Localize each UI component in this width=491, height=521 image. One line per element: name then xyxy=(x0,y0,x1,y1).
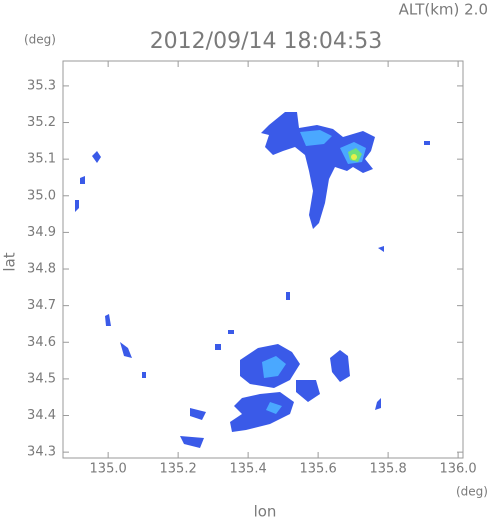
y-tick-label: 34.3 xyxy=(27,445,56,460)
y-tick-label: 35.1 xyxy=(27,152,56,167)
x-unit: (deg) xyxy=(456,485,488,499)
y-tick-label: 34.4 xyxy=(27,408,56,423)
y-tick-label: 34.6 xyxy=(27,335,56,350)
y-tick-label: 34.5 xyxy=(27,371,56,386)
x-tick-label: 135.4 xyxy=(230,462,267,477)
y-tick-label: 34.7 xyxy=(27,298,56,313)
chart-title: 2012/09/14 18:04:53 xyxy=(150,29,383,54)
y-tick-label: 35.3 xyxy=(27,78,56,93)
x-axis-label: lon xyxy=(254,503,277,521)
y-tick-label: 35.2 xyxy=(27,115,56,130)
y-axis-label: lat xyxy=(1,252,19,271)
x-tick-label: 135.8 xyxy=(370,462,407,477)
x-tick-label: 135.6 xyxy=(300,462,337,477)
y-tick-label: 34.8 xyxy=(27,262,56,277)
x-tick-label: 135.0 xyxy=(90,462,127,477)
altitude-label: ALT(km) 2.0 xyxy=(399,1,488,19)
echo-blobs xyxy=(75,112,430,448)
y-tick-label: 35.0 xyxy=(27,188,56,203)
plot-frame xyxy=(62,60,464,459)
x-tick-label: 136.0 xyxy=(439,462,476,477)
x-tick-label: 135.2 xyxy=(160,462,197,477)
y-tick-label: 34.9 xyxy=(27,225,56,240)
y-unit: (deg) xyxy=(24,33,56,47)
